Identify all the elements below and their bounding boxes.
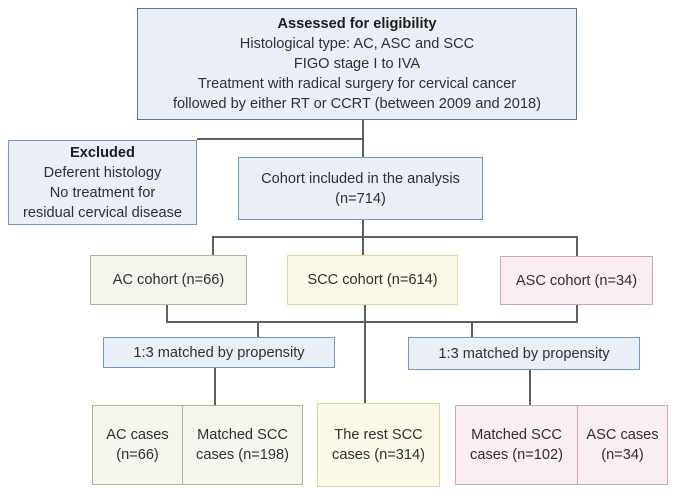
rest-scc-line-2: cases (n=314)	[332, 447, 425, 463]
scc-cohort-box: SCC cohort (n=614)	[287, 255, 458, 305]
matched-right-label: 1:3 matched by propensity	[438, 345, 610, 362]
ac-cohort-label: AC cohort (n=66)	[112, 272, 225, 288]
eligibility-box: Assessed for eligibility Histological ty…	[137, 8, 577, 120]
ac-cohort-box: AC cohort (n=66)	[90, 255, 247, 305]
cohort-box: Cohort included in the analysis (n=714)	[238, 157, 483, 220]
excluded-title: Excluded	[70, 144, 135, 161]
matched-left-label: 1:3 matched by propensity	[133, 344, 305, 361]
excluded-box: Excluded Deferent histology No treatment…	[8, 140, 197, 225]
matched-scc-198-box: Matched SCC cases (n=198)	[182, 405, 303, 485]
cohort-line-2: (n=714)	[335, 190, 386, 207]
matched-right-box: 1:3 matched by propensity	[408, 337, 640, 370]
eligibility-line-4: followed by either RT or CCRT (between 2…	[172, 96, 542, 112]
eligibility-line-1: Histological type: AC, ASC and SCC	[239, 36, 475, 52]
eligibility-title: Assessed for eligibility	[277, 16, 437, 32]
eligibility-line-3: Treatment with radical surgery for cervi…	[197, 76, 517, 92]
rest-scc-line-1: The rest SCC	[334, 427, 423, 443]
asc-cohort-label: ASC cohort (n=34)	[515, 272, 638, 289]
ac-cases-box: AC cases (n=66)	[92, 405, 183, 485]
asc-cases-line-2: (n=34)	[601, 447, 644, 463]
matched-scc-102-box: Matched SCC cases (n=102)	[455, 405, 578, 485]
matched-left-box: 1:3 matched by propensity	[103, 337, 335, 368]
matched-scc-198-line-2: cases (n=198)	[196, 447, 289, 463]
asc-cases-line-1: ASC cases	[586, 427, 659, 443]
ac-cases-line-1: AC cases	[106, 427, 169, 443]
excluded-line-2: No treatment for	[49, 184, 156, 201]
ac-cases-line-2: (n=66)	[116, 447, 159, 463]
matched-scc-102-line-1: Matched SCC	[471, 427, 562, 443]
scc-cohort-label: SCC cohort (n=614)	[307, 272, 438, 288]
asc-cohort-box: ASC cohort (n=34)	[500, 256, 653, 305]
cohort-line-1: Cohort included in the analysis	[261, 170, 460, 187]
eligibility-line-2: FIGO stage I to IVA	[293, 56, 421, 72]
matched-scc-102-line-2: cases (n=102)	[470, 447, 563, 463]
asc-cases-box: ASC cases (n=34)	[577, 405, 668, 485]
rest-scc-box: The rest SCC cases (n=314)	[317, 403, 440, 487]
matched-scc-198-line-1: Matched SCC	[197, 427, 288, 443]
excluded-line-1: Deferent histology	[43, 164, 162, 181]
excluded-line-3: residual cervical disease	[23, 204, 182, 221]
